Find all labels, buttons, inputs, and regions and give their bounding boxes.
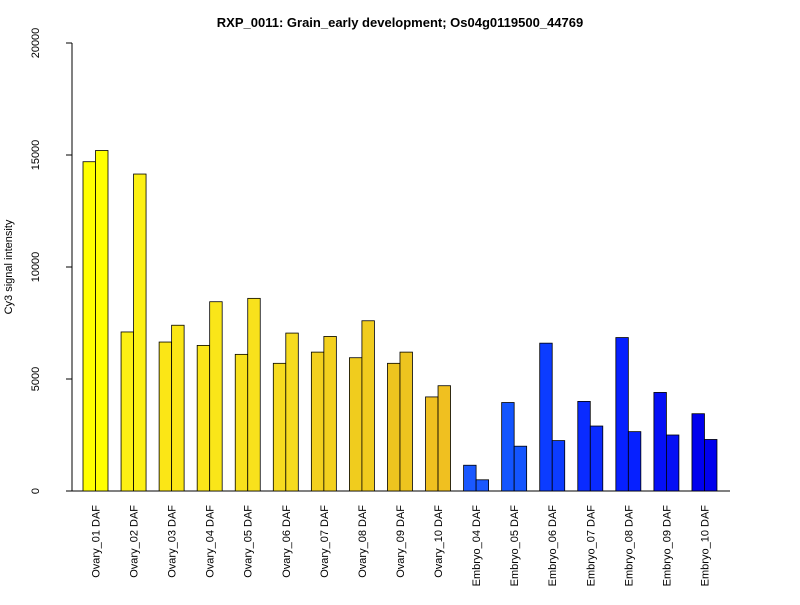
bar: [551, 440, 566, 492]
bar: [589, 425, 604, 492]
bar: [323, 336, 337, 492]
bar: [425, 396, 439, 492]
bar: [627, 431, 642, 492]
y-axis-label: Cy3 signal intensity: [3, 219, 15, 314]
bar: [285, 332, 299, 492]
x-tick-label: Embryo_07 DAF: [585, 505, 597, 587]
x-tick-label: Embryo_05 DAF: [509, 505, 521, 587]
bar: [196, 344, 211, 492]
x-tick-label: Embryo_10 DAF: [699, 505, 711, 587]
bar: [247, 297, 261, 492]
bar: [133, 173, 147, 492]
x-tick-label: Ovary_02 DAF: [129, 505, 141, 578]
bar: [691, 413, 705, 492]
y-tick-label: 10000: [30, 252, 42, 283]
bar: [475, 479, 490, 492]
x-tick-label: Ovary_05 DAF: [243, 505, 255, 578]
bar: [361, 320, 375, 492]
chart-title: RXP_0011: Grain_early development; Os04g…: [217, 15, 583, 30]
x-tick-label: Ovary_06 DAF: [281, 505, 293, 578]
bar: [513, 445, 528, 492]
bar: [539, 342, 553, 492]
x-tick-label: Embryo_09 DAF: [661, 505, 673, 587]
bar: [399, 351, 413, 492]
bar: [666, 434, 680, 492]
x-tick-label: Ovary_04 DAF: [205, 505, 217, 578]
bar: [615, 337, 629, 492]
x-tick-labels: Ovary_01 DAF Ovary_02 DAF Ovary_03 DAF Ovar…: [91, 505, 712, 587]
bar: [349, 357, 363, 492]
y-tick-label: 15000: [30, 140, 42, 171]
bar: [577, 400, 591, 492]
bar: [501, 402, 515, 492]
bar: [95, 150, 109, 492]
bar: [272, 362, 287, 492]
bar: [158, 341, 173, 492]
x-tick-label: Embryo_06 DAF: [547, 505, 559, 587]
bar: [704, 439, 718, 492]
y-tick-label: 5000: [30, 367, 42, 391]
bar: [310, 351, 325, 492]
y-tick-label: 20000: [30, 28, 42, 59]
bar: [437, 385, 451, 492]
bar: [82, 161, 96, 492]
bar: [653, 392, 667, 492]
x-tick-label: Ovary_09 DAF: [395, 505, 407, 578]
x-tick-label: Ovary_03 DAF: [167, 505, 179, 578]
bar: [387, 362, 401, 492]
x-tick-label: Ovary_07 DAF: [319, 505, 331, 578]
x-tick-label: Ovary_10 DAF: [433, 505, 445, 578]
y-ticks: 0 5000 10000 15000 20000: [30, 28, 72, 494]
x-tick-label: Ovary_01 DAF: [91, 505, 103, 578]
x-tick-label: Embryo_04 DAF: [471, 505, 483, 587]
y-tick-label: 0: [30, 488, 42, 494]
bar: [234, 353, 249, 492]
bar: [209, 301, 223, 492]
bar: [120, 331, 134, 492]
bars: [82, 150, 718, 492]
bar: [171, 324, 185, 492]
x-tick-label: Embryo_08 DAF: [623, 505, 635, 587]
bar: [463, 464, 477, 492]
x-tick-label: Ovary_08 DAF: [357, 505, 369, 578]
